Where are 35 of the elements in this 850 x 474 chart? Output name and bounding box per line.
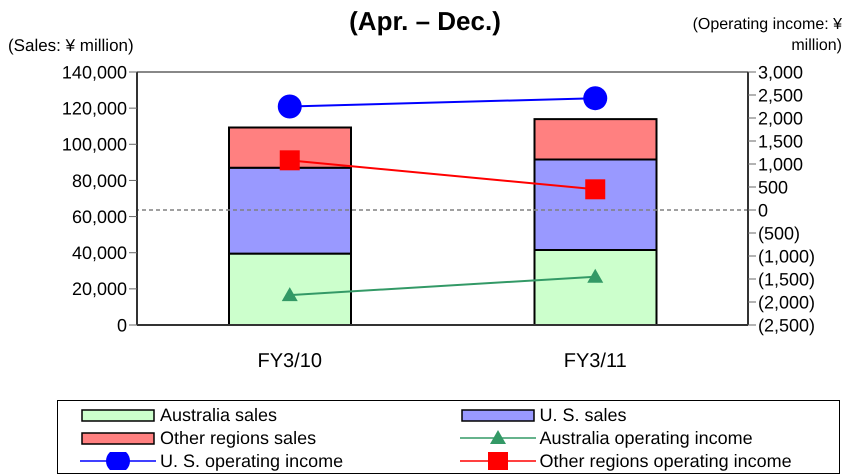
y-tick-label: 80,000: [72, 170, 127, 191]
point: [278, 94, 302, 118]
y2-tick-label: (2,000): [758, 292, 816, 312]
y2-tick-label: (500): [758, 223, 800, 244]
point: [583, 86, 608, 110]
y2-tick-label: (1,500): [758, 269, 816, 290]
y-tick-label: 40,000: [72, 243, 127, 264]
y-tick-label: 60,000: [72, 206, 127, 227]
x-tick-label: FY3/10: [258, 350, 322, 372]
y2-tick-label: 2,000: [758, 108, 804, 128]
y-tick-label: 140,000: [62, 62, 127, 82]
y-axis-title: (Sales: ¥ million): [8, 36, 134, 56]
chart-title: (Apr. – Dec.): [349, 7, 501, 36]
legend-label: U. S. operating income: [160, 450, 344, 472]
legend-label: Other regions operating income: [540, 450, 792, 472]
y2-tick-label: (1,000): [758, 246, 816, 266]
legend-label: Australia operating income: [540, 426, 753, 449]
y2-tick-label: 3,000: [758, 62, 804, 82]
y2-tick-label: (2,500): [758, 315, 816, 336]
y-tick-label: 100,000: [62, 134, 127, 155]
y2-tick-label: 1,000: [758, 154, 804, 174]
y-tick-label: 20,000: [72, 279, 127, 300]
y2-tick-label: 1,500: [758, 131, 804, 152]
point: [585, 179, 606, 200]
legend-label: Australia sales: [160, 404, 278, 426]
point: [280, 150, 300, 170]
y2-tick-label: 500: [758, 177, 788, 198]
y2-axis-title: (Operating income: ¥ million): [692, 15, 842, 56]
legend-label: Other regions sales: [160, 426, 316, 449]
y2-tick-label: 2,500: [758, 85, 804, 106]
y2-tick-label: 0: [758, 200, 768, 220]
y-tick-label: 120,000: [62, 98, 127, 119]
y-tick-label: 0: [116, 315, 127, 336]
legend-label: U. S. sales: [540, 404, 627, 426]
x-tick-label: FY3/11: [564, 350, 627, 372]
